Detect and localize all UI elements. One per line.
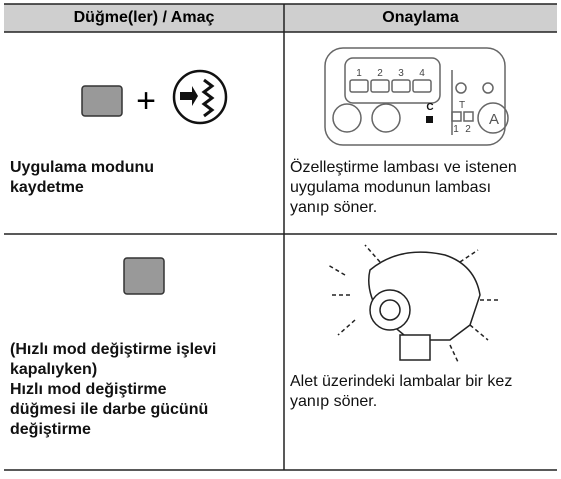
panel-a: A xyxy=(489,111,499,128)
panel-t: T xyxy=(459,100,465,111)
cell-text: (Hızlı mod değiştirme işlevi kapalıyken) xyxy=(10,341,217,378)
panel-c: C xyxy=(426,102,433,113)
cell-text: Hızlı mod değiştirme düğmesi ile darbe g… xyxy=(10,381,209,438)
cell-text: Özelleştirme lambası ve istenen uygulama… xyxy=(290,159,517,216)
panel-num: 2 xyxy=(377,68,383,79)
header-cell: Düğme(ler) / Amaç xyxy=(73,9,215,26)
plus: + xyxy=(136,82,156,120)
panel-num: 3 xyxy=(398,68,404,79)
cell-text: Uygulama modunu kaydetme xyxy=(10,159,155,196)
panel-num: 4 xyxy=(419,68,425,79)
cell-text: Alet üzerindeki lambalar bir kez yanıp s… xyxy=(290,373,513,410)
panel-sub: 1 xyxy=(453,124,459,135)
panel-sub: 2 xyxy=(465,124,471,135)
header-cell: Onaylama xyxy=(382,9,459,26)
panel-num: 1 xyxy=(356,68,362,79)
